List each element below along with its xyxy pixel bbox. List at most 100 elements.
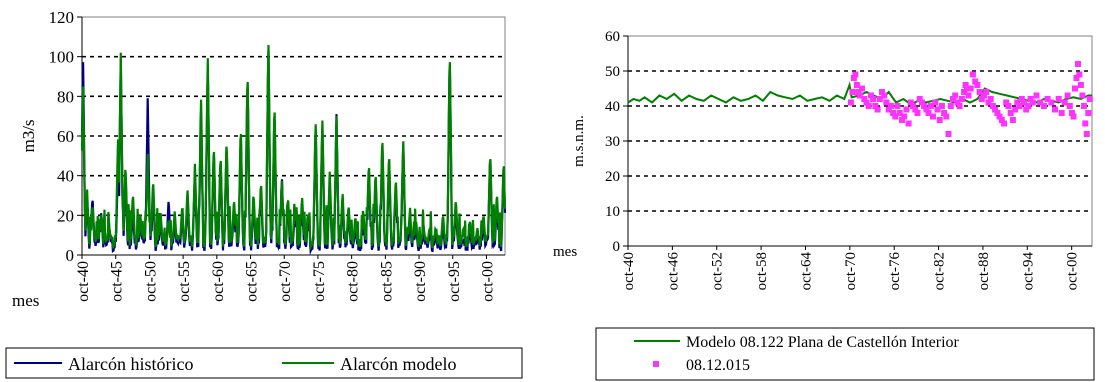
data-point	[1052, 106, 1058, 113]
data-point	[923, 106, 930, 113]
data-point	[916, 96, 923, 102]
legend-box	[595, 327, 1095, 381]
data-point	[1021, 99, 1027, 106]
data-point	[987, 96, 994, 102]
data-point	[930, 113, 936, 120]
data-point	[981, 92, 987, 99]
data-point	[934, 106, 941, 113]
data-point	[941, 110, 948, 116]
data-point	[885, 106, 892, 113]
x-tick-label: oct-70	[843, 252, 859, 290]
legend-label-1: 08.12.015	[686, 357, 750, 374]
data-point	[964, 85, 970, 92]
data-point	[855, 89, 862, 95]
x-tick-label: oct-00	[479, 261, 496, 302]
data-point	[927, 103, 934, 109]
y-tick-label: 50	[605, 64, 620, 80]
y-tick-label: 120	[49, 8, 75, 27]
data-point	[1033, 92, 1040, 99]
data-point	[896, 110, 903, 116]
x-tick-label: oct-80	[345, 261, 362, 302]
data-point	[952, 92, 959, 99]
data-point	[1075, 61, 1081, 67]
data-point	[856, 92, 863, 99]
data-point	[989, 103, 996, 109]
series-points-observed	[847, 61, 1093, 137]
series-line-1	[80, 44, 507, 251]
data-point	[985, 99, 992, 106]
data-point	[852, 71, 859, 78]
data-point	[1037, 99, 1044, 106]
legend-box	[5, 347, 523, 379]
data-point	[936, 117, 943, 123]
chart-left-flow: 0 20 40 60 80 100 120 m3/s mes oct-40 oct-45 oct-50…	[5, 8, 523, 379]
data-point	[881, 92, 888, 99]
data-point	[887, 103, 894, 109]
x-tick-label: oct-82	[932, 252, 948, 290]
data-point	[1076, 71, 1083, 78]
data-point	[918, 99, 925, 106]
data-point	[1025, 103, 1032, 109]
x-tick-label: oct-94	[1020, 252, 1036, 291]
legend: Alarcón histórico Alarcón modelo	[5, 347, 523, 379]
y-tick-label: 0	[66, 246, 75, 265]
legend-label-1: Alarcón modelo	[340, 354, 456, 374]
y-tick-label: 20	[605, 169, 620, 185]
data-point	[1014, 99, 1021, 106]
data-point	[1066, 103, 1073, 109]
data-point	[1012, 106, 1019, 113]
data-point	[1064, 92, 1071, 99]
data-point	[1016, 103, 1023, 109]
data-point	[1086, 96, 1093, 102]
data-point	[910, 103, 917, 109]
chart-right-level: 0 10 20 30 40 50 60 m.s.n.m. mes oct-40 oct-46 oct-…	[553, 29, 1095, 381]
data-point	[938, 103, 945, 109]
data-point	[1040, 103, 1047, 109]
y-tick-label: 40	[605, 99, 620, 115]
data-point	[1029, 99, 1036, 106]
legend-swatch-1	[653, 361, 659, 367]
legend-label-0: Modelo 08.122 Plana de Castellón Interio…	[686, 334, 960, 351]
y-tick-label: 40	[57, 167, 74, 186]
data-point	[850, 75, 857, 81]
data-point	[901, 113, 908, 120]
x-axis-label: mes	[553, 244, 577, 260]
data-point	[969, 71, 976, 78]
data-point	[1069, 110, 1075, 116]
x-tick-label: oct-46	[665, 252, 681, 291]
x-tick-label: oct-76	[887, 252, 903, 291]
legend-label-0: Alarcón histórico	[68, 354, 193, 374]
x-tick-label: oct-60	[210, 261, 227, 302]
x-tick-label: oct-55	[176, 261, 193, 302]
data-point	[943, 113, 950, 120]
data-point	[1023, 106, 1030, 113]
y-tick-label: 80	[57, 87, 74, 106]
data-point	[899, 117, 905, 123]
data-point	[903, 106, 910, 113]
y-tick-label: 30	[605, 134, 620, 150]
y-axis-label: m.s.n.m.	[571, 115, 587, 167]
data-point	[859, 85, 865, 92]
data-point	[1007, 110, 1014, 116]
data-point	[872, 103, 879, 109]
data-point	[905, 120, 912, 127]
x-tick-label: oct-58	[754, 252, 770, 290]
data-point	[1027, 96, 1034, 102]
data-point	[947, 103, 954, 109]
data-point	[874, 106, 881, 113]
data-point	[847, 99, 854, 106]
x-tick-label: oct-00	[1065, 252, 1081, 290]
data-point	[870, 96, 877, 102]
data-point	[1055, 96, 1062, 102]
data-point	[967, 85, 974, 92]
y-tick-label: 10	[605, 204, 620, 220]
data-point	[1061, 99, 1068, 106]
data-point	[961, 89, 968, 95]
data-point	[992, 106, 999, 113]
data-point	[972, 78, 979, 85]
y-tick-label: 0	[613, 239, 621, 255]
data-point	[894, 103, 901, 109]
data-point	[976, 89, 983, 95]
data-point	[965, 92, 972, 99]
